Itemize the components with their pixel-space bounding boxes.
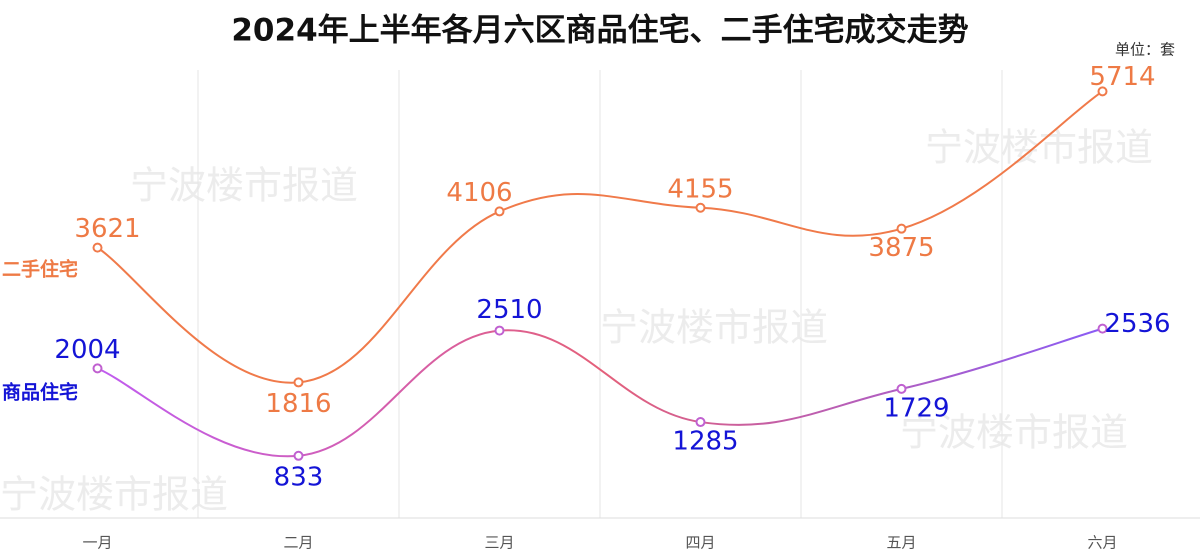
x-tick-label: 一月 xyxy=(82,534,112,552)
data-label: 2510 xyxy=(476,295,542,325)
watermark: 宁波楼市报道 xyxy=(925,126,1153,170)
point xyxy=(92,363,103,374)
point xyxy=(293,377,304,388)
x-tick-label: 六月 xyxy=(1087,534,1117,552)
unit-label: 单位：套 xyxy=(1115,41,1175,59)
data-label: 2004 xyxy=(54,335,120,365)
point xyxy=(494,206,505,217)
data-label: 2536 xyxy=(1104,309,1170,339)
series-line xyxy=(97,327,1103,458)
data-label: 1816 xyxy=(265,389,331,419)
data-label: 833 xyxy=(274,462,324,492)
data-label: 3621 xyxy=(74,214,140,244)
point xyxy=(92,242,103,253)
watermark: 宁波楼市报道 xyxy=(130,164,358,208)
point xyxy=(896,383,907,394)
point xyxy=(896,223,907,234)
x-tick-label: 三月 xyxy=(484,534,514,552)
data-label: 1285 xyxy=(672,427,738,457)
point xyxy=(695,417,706,428)
point xyxy=(293,450,304,461)
data-label: 3875 xyxy=(868,233,934,263)
watermark: 宁波楼市报道 xyxy=(600,306,828,350)
chart-title: 2024年上半年各月六区商品住宅、二手住宅成交走势 xyxy=(231,13,968,49)
point xyxy=(494,325,505,336)
point xyxy=(695,202,706,213)
legend-label: 二手住宅 xyxy=(2,258,78,281)
legend-label: 商品住宅 xyxy=(2,381,78,404)
data-label: 4155 xyxy=(667,174,733,204)
watermark: 宁波楼市报道 xyxy=(900,411,1128,455)
data-label: 1729 xyxy=(883,393,949,423)
point xyxy=(1097,323,1108,334)
watermark: 宁波楼市报道 xyxy=(0,473,228,517)
data-label: 4106 xyxy=(446,178,512,208)
x-tick-label: 四月 xyxy=(685,534,715,552)
x-tick-label: 五月 xyxy=(886,534,916,552)
x-tick-label: 二月 xyxy=(283,534,313,552)
series-line xyxy=(96,90,1104,384)
point xyxy=(1097,86,1108,97)
data-label: 5714 xyxy=(1089,62,1155,92)
